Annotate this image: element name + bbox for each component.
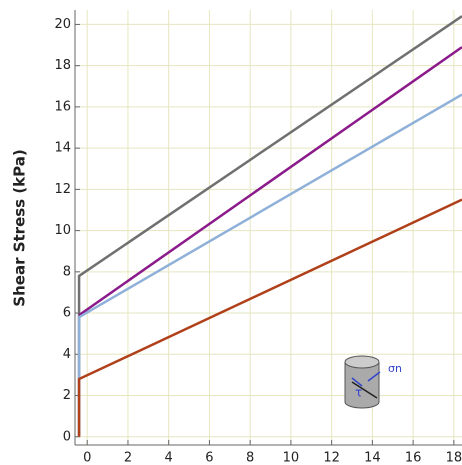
y-tick-label: 12 <box>54 182 71 197</box>
y-tick-label: 8 <box>63 264 71 279</box>
x-tick-label: 2 <box>124 451 132 465</box>
annotation: σn <box>388 362 402 375</box>
y-tick-label: 6 <box>63 306 71 321</box>
y-tick-label: 20 <box>54 17 71 32</box>
x-tick-label: 16 <box>405 451 422 465</box>
x-tick-label: 0 <box>83 451 91 465</box>
x-tick-label: 8 <box>246 451 254 465</box>
y-tick-label: 14 <box>54 141 71 156</box>
series-line <box>77 198 462 437</box>
y-axis-label: Shear Stress (kPa) <box>11 149 29 306</box>
y-tick-label: 0 <box>63 429 71 444</box>
x-tick-label: 10 <box>283 451 300 465</box>
x-tick-label: 18 <box>446 451 462 465</box>
y-tick-label: 2 <box>63 388 71 403</box>
series-line <box>78 46 462 317</box>
x-tick-label: 12 <box>323 451 340 465</box>
x-tick-label: 14 <box>364 451 381 465</box>
x-tick-label: 4 <box>165 451 173 465</box>
y-tick-label: 16 <box>54 99 71 114</box>
y-tick-label: 10 <box>54 223 71 238</box>
y-tick-label: 18 <box>54 58 71 73</box>
y-tick-label: 4 <box>63 347 71 362</box>
shear-icon <box>344 355 381 409</box>
plot: 0 2 4 6 8 10 12 14 16 18 20 0 2 4 6 8 10 12 14 16 18 <box>54 10 462 465</box>
x-tick-label: 6 <box>205 451 213 465</box>
annotation: τ <box>355 386 362 400</box>
